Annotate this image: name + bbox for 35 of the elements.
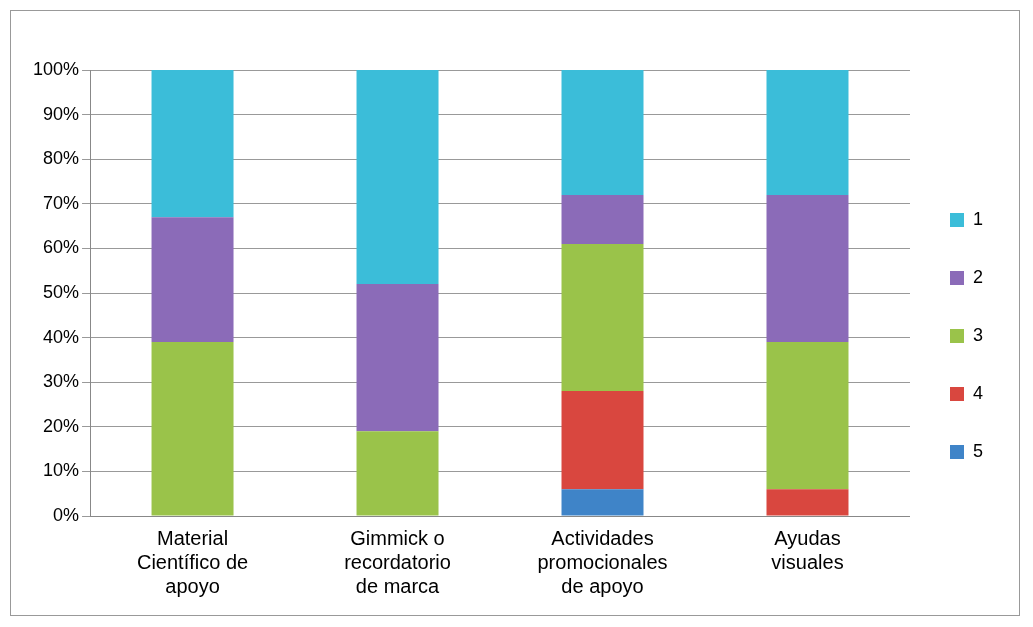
bar <box>561 489 644 516</box>
bar <box>356 70 439 285</box>
bar <box>151 217 234 343</box>
y-tick-label: 90% <box>43 103 80 124</box>
bar <box>766 70 849 195</box>
y-tick-label: 100% <box>32 58 80 79</box>
bar <box>561 194 644 244</box>
y-tick-label: 0% <box>53 504 80 525</box>
x-tick-label: Material Científico de apoyo <box>136 526 249 597</box>
legend-label: 1 <box>972 208 983 229</box>
y-tick-label: 80% <box>43 148 80 169</box>
legend-label: 3 <box>972 324 983 345</box>
bar <box>356 284 439 432</box>
y-tick-label: 40% <box>43 326 80 347</box>
x-tick-label: Gimmick o recordatorio de marca <box>344 526 451 597</box>
y-tick-label: 20% <box>43 415 80 436</box>
y-tick-label: 10% <box>43 460 80 481</box>
bar <box>561 243 644 392</box>
bar <box>766 194 849 343</box>
bar <box>356 431 439 516</box>
bar <box>151 342 234 516</box>
x-tick-label: Actividades promocionales de apoyo <box>537 526 668 597</box>
y-tick-label: 30% <box>43 371 80 392</box>
bar <box>561 391 644 490</box>
legend-label: 4 <box>972 382 983 403</box>
bar <box>151 70 234 218</box>
bar <box>561 70 644 195</box>
bar <box>766 489 849 516</box>
y-tick-label: 70% <box>43 192 80 213</box>
bar <box>766 342 849 490</box>
legend-label: 2 <box>972 266 983 287</box>
y-tick-label: 60% <box>43 237 80 258</box>
x-tick-label: Ayudas visuales <box>771 526 844 573</box>
y-tick-label: 50% <box>43 281 80 302</box>
legend-label: 5 <box>972 440 983 461</box>
